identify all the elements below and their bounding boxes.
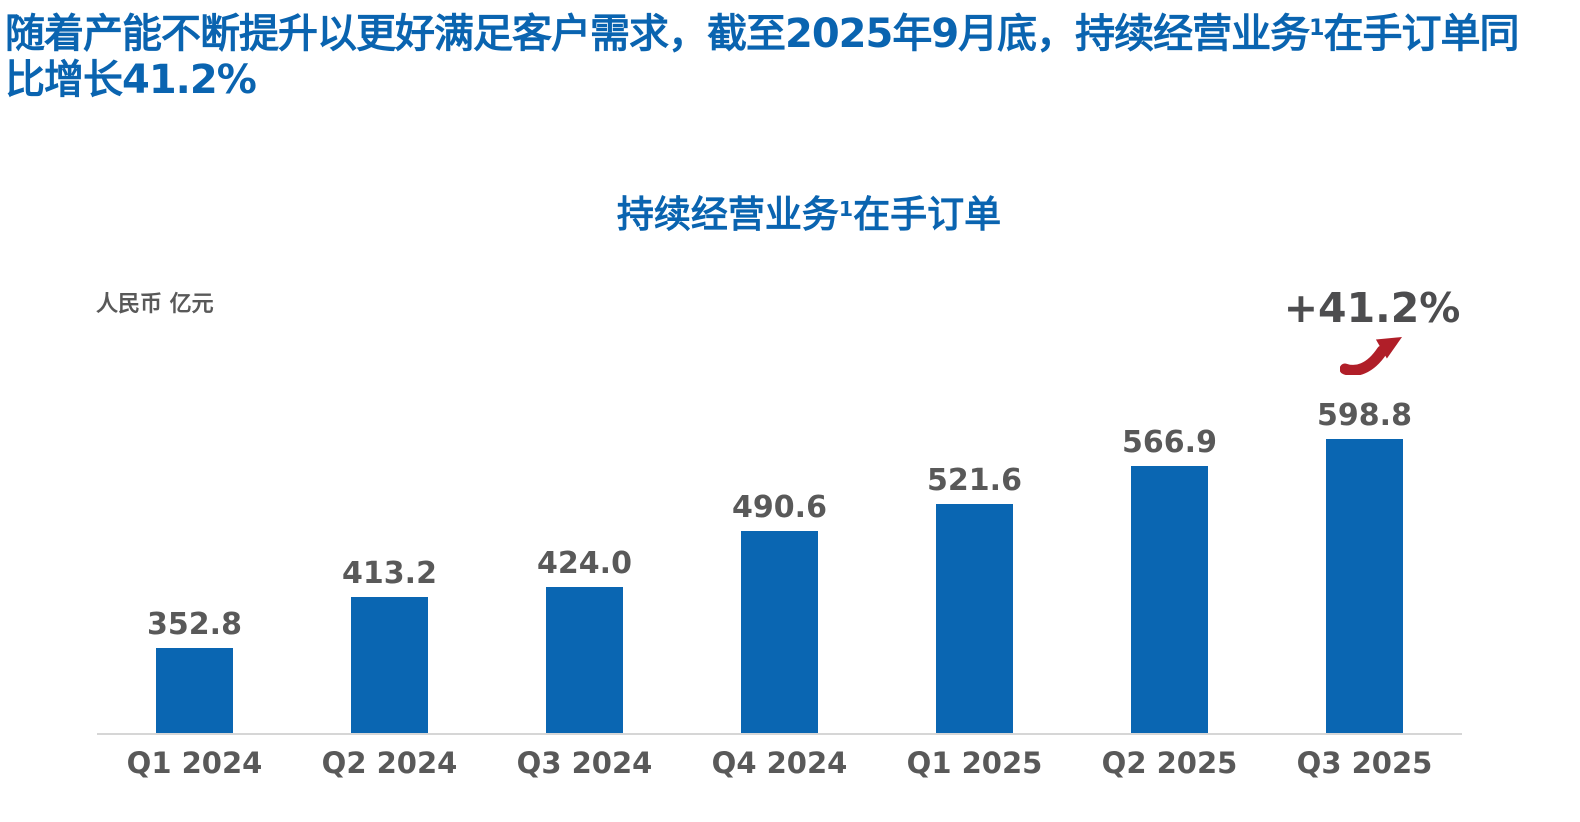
bar-column: 566.9 [1072,427,1267,733]
page-title: 随着产能不断提升以更好满足客户需求，截至2025年9月底，持续经营业务1在手订单… [5,6,1577,103]
x-axis-label: Q3 2025 [1296,746,1433,780]
bar [546,587,623,733]
chart-title: 持续经营业务1在手订单 [38,184,1580,238]
bar-value-label: 598.8 [1317,398,1412,433]
x-axis-label: Q2 2025 [1101,746,1238,780]
x-axis-labels: Q1 2024 Q2 2024 Q3 2024 Q4 2024 Q1 2025 Q2 20… [97,746,1462,780]
chart-title-text-cont: 在手订单 [853,193,1002,236]
chart-title-superscript: 1 [838,196,854,221]
footnote-superscript: 1 [1309,16,1324,41]
bar [351,597,428,733]
bar-value-label: 424.0 [537,546,632,581]
bar-value-label: 566.9 [1122,425,1217,460]
page-title-text-cont: 在手订单同 [1323,11,1519,58]
x-axis-label: Q1 2025 [906,746,1043,780]
bar-chart-plot-area: 352.8 413.2 424.0 490.6 521.6 566.9 598.8 [97,393,1462,735]
bar [741,531,818,733]
x-axis-label: Q1 2024 [126,746,263,780]
bar-value-label: 521.6 [927,463,1022,498]
bar [1131,466,1208,733]
page-title-text: 随着产能不断提升以更好满足客户需求，截至2025年9月底，持续经营业务 [5,11,1310,58]
x-axis-label: Q4 2024 [711,746,848,780]
chart-title-text: 持续经营业务 [616,193,839,236]
bar-column: 424.0 [487,548,682,733]
bar-value-label: 352.8 [147,607,242,642]
bar-value-label: 413.2 [342,556,437,591]
x-axis-label: Q3 2024 [516,746,653,780]
x-axis-label: Q2 2024 [321,746,458,780]
bar [156,648,233,733]
page-title-line1: 随着产能不断提升以更好满足客户需求，截至2025年9月底，持续经营业务1在手订单… [5,6,1577,57]
bar-column: 521.6 [877,465,1072,733]
growth-arrow-icon [1340,337,1402,375]
growth-value-label: +41.2% [1283,284,1461,332]
bar [936,504,1013,733]
bar [1326,439,1403,733]
bar-column: 413.2 [292,558,487,733]
bar-column: 490.6 [682,492,877,733]
bar-column: 598.8 [1267,400,1462,733]
bar-column: 352.8 [97,609,292,733]
growth-annotation: +41.2% [1282,288,1462,378]
bar-value-label: 490.6 [732,490,827,525]
page-title-line2: 比增长41.2% [5,57,257,104]
y-axis-unit-label: 人民币 亿元 [96,292,214,317]
